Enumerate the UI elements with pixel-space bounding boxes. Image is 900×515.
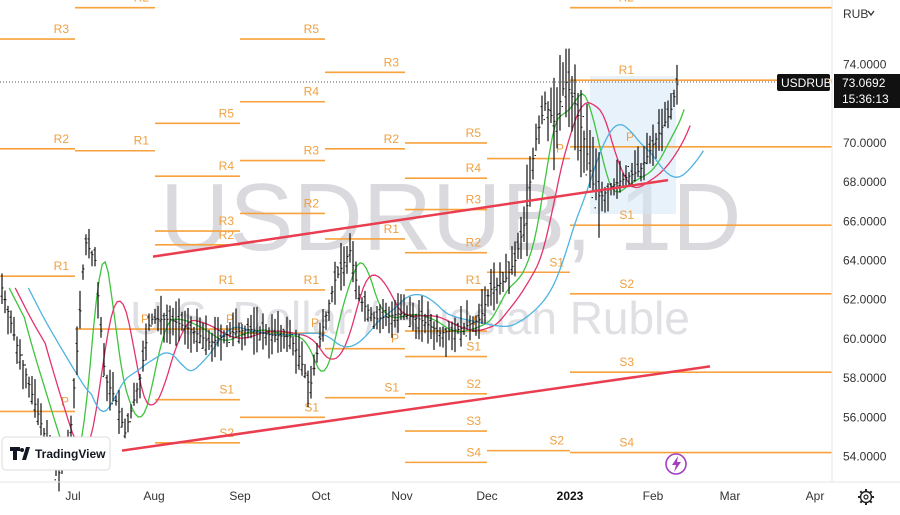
pivot-label: S3	[466, 414, 481, 428]
pivot-label: S2	[466, 377, 481, 391]
pivot-label: R5	[304, 22, 320, 36]
y-tick-label: 74.0000	[843, 58, 887, 72]
trendlines[interactable]	[121, 178, 711, 452]
pivot-label: R1	[619, 63, 635, 77]
pivot-label: S3	[619, 355, 634, 369]
tradingview-logo-text: TradingView	[35, 447, 106, 461]
chevron-down-icon[interactable]	[867, 10, 875, 17]
pivot-label: P	[556, 142, 564, 156]
pivot-label: S1	[304, 400, 319, 414]
pivot-label: R3	[384, 55, 400, 69]
pivot-label: R1	[134, 134, 150, 148]
pivot-label: R4	[219, 159, 235, 173]
pivot-label: S4	[619, 436, 634, 450]
pivot-label: S1	[549, 255, 564, 269]
pivot-label: R3	[219, 214, 235, 228]
pivot-label: P	[311, 316, 319, 330]
x-tick-label: Aug	[143, 489, 164, 503]
pivot-label: S1	[219, 383, 234, 397]
x-tick-label: Feb	[643, 489, 664, 503]
pivot-label: R2	[619, 0, 635, 5]
trendline[interactable]	[152, 178, 669, 258]
y-tick-label: 56.0000	[843, 410, 887, 424]
y-tick-label: 66.0000	[843, 214, 887, 228]
pivot-label: S2	[619, 277, 634, 291]
lightning-icon[interactable]	[665, 453, 687, 475]
pivot-label: R3	[54, 22, 70, 36]
y-tick-label: 58.0000	[843, 371, 887, 385]
pivot-label: R2	[134, 0, 150, 5]
pivot-label: R4	[466, 161, 482, 175]
pivot-label: R2	[466, 236, 482, 250]
pivot-label: S4	[466, 445, 481, 459]
symbol-tag-text: USDRUB	[781, 76, 832, 90]
time-axis[interactable]: Jul Aug Sep Oct Nov Dec 2023 Feb Mar Apr	[65, 489, 824, 503]
pivot-levels: R3R2R1PR2R1PR5R4R3R2R1PS1S2R5R4R3R2R1PS1…	[0, 0, 832, 464]
countdown-value: 15:36:13	[842, 92, 889, 106]
pivot-label: R1	[54, 259, 70, 273]
pivot-label: P	[226, 312, 234, 326]
pivot-label: R2	[54, 132, 70, 146]
pivot-label: P	[391, 332, 399, 346]
x-tick-label: Oct	[312, 489, 331, 503]
pivot-label: P	[61, 394, 69, 408]
pivot-label: R3	[304, 144, 320, 158]
currency-selector[interactable]: RUB	[843, 7, 875, 21]
currency-label[interactable]: RUB	[843, 7, 868, 21]
pivot-label: R5	[219, 106, 235, 120]
pivot-label: R3	[466, 193, 482, 207]
pivot-label: R2	[219, 228, 235, 242]
x-tick-label: Nov	[391, 489, 412, 503]
pivot-label: S2	[549, 434, 564, 448]
y-tick-label: 64.0000	[843, 254, 887, 268]
ma-slow-line	[27, 123, 704, 413]
pivot-label: R1	[384, 222, 400, 236]
price-axis[interactable]: 74.000072.000070.000068.000066.000064.00…	[843, 58, 887, 464]
tradingview-logo[interactable]: TradingView	[1, 436, 111, 471]
pivot-label: P	[626, 130, 634, 144]
pivot-label: R1	[219, 273, 235, 287]
y-tick-label: 60.0000	[843, 332, 887, 346]
y-tick-label: 70.0000	[843, 136, 887, 150]
y-tick-label: 68.0000	[843, 175, 887, 189]
y-tick-label: 62.0000	[843, 293, 887, 307]
pivot-label: R1	[304, 273, 320, 287]
pivot-label: P	[141, 312, 149, 326]
gear-icon[interactable]	[858, 489, 874, 505]
pivot-label: R2	[304, 196, 320, 210]
price-bars	[0, 48, 679, 492]
pivot-label: S1	[619, 208, 634, 222]
x-tick-label: Apr	[806, 489, 825, 503]
pivot-label: R4	[304, 85, 320, 99]
pivot-label: S1	[384, 381, 399, 395]
x-tick-label: Sep	[229, 489, 251, 503]
x-tick-label: 2023	[557, 489, 584, 503]
x-tick-label: Dec	[476, 489, 497, 503]
pivot-label: R1	[466, 273, 482, 287]
pivot-label: R2	[384, 132, 400, 146]
pivot-label: S2	[219, 426, 234, 440]
last-price-badge	[834, 74, 900, 108]
x-tick-label: Mar	[720, 489, 741, 503]
pivot-label: S1	[466, 340, 481, 354]
symbol-tag	[777, 74, 830, 91]
x-tick-label: Jul	[65, 489, 80, 503]
trendline[interactable]	[121, 365, 711, 452]
last-price-value: 73.0692	[842, 76, 886, 90]
pivot-label: R5	[466, 126, 482, 140]
y-tick-label: 54.0000	[843, 450, 887, 464]
